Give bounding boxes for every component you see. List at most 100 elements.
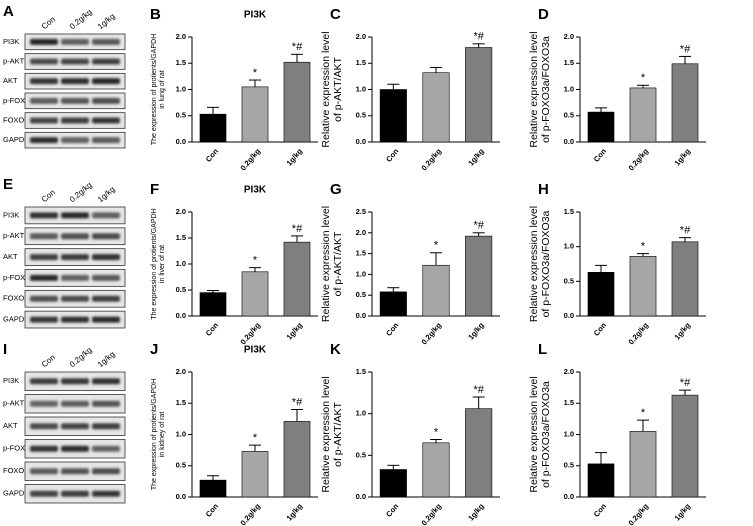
y-tick-label: 1.5: [356, 249, 366, 258]
x-tick-label: 0.2g/kg: [239, 320, 263, 346]
y-axis-label: Relative expression level: [528, 31, 540, 147]
bar: [629, 431, 657, 498]
y-axis-label: of p-AKT/AKT: [332, 57, 344, 122]
bar: [241, 86, 269, 143]
x-tick-label: Con: [204, 146, 221, 163]
band-label: FOXO3a: [3, 115, 33, 124]
y-tick-label: 2.0: [356, 32, 366, 41]
y-tick-label: 1.5: [356, 367, 366, 376]
band-label: PI3K: [3, 376, 19, 385]
error-bar: [472, 396, 485, 409]
blot-band: [30, 78, 58, 85]
significance-label: *#: [292, 41, 303, 53]
significance-label: *#: [473, 31, 484, 43]
blot-band: [61, 38, 89, 45]
blot-band: [61, 295, 89, 302]
y-axis-label: in liver of rat: [159, 245, 166, 283]
blot-band: [30, 233, 58, 240]
blot-band: [92, 233, 120, 240]
error-bar: [637, 419, 649, 432]
y-axis-label: of p-AKT/AKT: [332, 402, 344, 467]
panel-letter: K: [330, 341, 341, 358]
error-bar: [472, 43, 485, 48]
y-axis-label: Relative expression level: [528, 206, 540, 322]
lane-label: Con: [40, 188, 57, 204]
blot-band: [92, 38, 120, 45]
y-axis-label: The expression of protients/GAPDH: [151, 34, 158, 145]
y-tick-label: 0.0: [564, 492, 574, 501]
y-tick-label: 1.0: [356, 409, 366, 418]
y-tick-label: 0.0: [564, 311, 574, 320]
band-label: p-AKT: [3, 231, 25, 240]
x-tick-label: 0.2g/kg: [420, 146, 444, 172]
blot-band: [92, 274, 120, 281]
y-tick-label: 0.5: [176, 111, 186, 120]
blot-band: [61, 378, 89, 385]
significance-label: *#: [680, 225, 691, 237]
y-axis-label: The expression of protients/GAPDH: [151, 208, 158, 319]
blot-band: [30, 445, 58, 452]
bar: [465, 235, 493, 317]
error-bar: [595, 107, 607, 113]
lane-label: Con: [40, 15, 57, 31]
bar: [422, 442, 450, 498]
y-axis-label: Relative expression level: [320, 376, 332, 492]
x-tick-label: Con: [592, 146, 609, 163]
error-bar: [249, 79, 261, 87]
y-tick-label: 0.0: [176, 311, 186, 320]
y-axis-label: of p-FOXO3a/FOXO3a: [540, 36, 552, 143]
band-label: GAPDH: [3, 315, 30, 324]
chart-title: PI3K: [244, 10, 267, 21]
blot-band: [30, 295, 58, 302]
y-tick-label: 1.0: [356, 269, 366, 278]
bar: [241, 451, 269, 498]
y-tick-label: 1.5: [176, 398, 186, 407]
x-tick-label: 1g/kg: [466, 501, 486, 522]
error-bar: [249, 444, 261, 452]
x-tick-label: Con: [384, 501, 401, 518]
blot-band: [30, 38, 58, 45]
lane-label: 0.2g/kg: [68, 180, 94, 204]
blot-band: [92, 58, 120, 65]
y-tick-label: 1.5: [564, 207, 574, 216]
significance-label: *#: [473, 220, 484, 232]
y-tick-label: 2.0: [356, 228, 366, 237]
blot-band: [61, 58, 89, 65]
band-label: PI3K: [3, 210, 19, 219]
blot-band: [92, 445, 120, 452]
panel-letter: L: [538, 341, 547, 358]
error-bar: [207, 290, 219, 293]
blot-band: [30, 490, 58, 497]
error-bar: [430, 252, 442, 266]
bar: [379, 469, 407, 498]
y-tick-label: 0.5: [564, 276, 574, 285]
blot-band: [61, 400, 89, 407]
y-axis-label: in lung of rat: [159, 70, 166, 109]
blot-band: [92, 97, 120, 104]
bar: [465, 408, 493, 498]
y-axis-label: Relative expression level: [320, 206, 332, 322]
blot-band: [30, 423, 58, 430]
y-tick-label: 0.0: [176, 137, 186, 146]
lane-label: Con: [40, 353, 57, 369]
error-bar: [207, 475, 219, 481]
y-tick-label: 0.0: [356, 492, 366, 501]
error-bar: [637, 84, 649, 88]
x-tick-label: 1g/kg: [285, 320, 305, 341]
y-tick-label: 1.0: [564, 429, 574, 438]
blot-band: [92, 78, 120, 85]
x-tick-label: Con: [592, 320, 609, 337]
blot-band: [92, 295, 120, 302]
bar: [199, 292, 227, 317]
error-bar: [679, 55, 691, 64]
y-tick-label: 1.5: [564, 58, 574, 67]
blot-band: [61, 137, 89, 144]
error-bar: [387, 287, 400, 292]
error-bar: [387, 464, 400, 470]
significance-label: *: [434, 426, 439, 438]
panel-letter: A: [3, 3, 14, 20]
error-bar: [291, 53, 303, 63]
x-tick-label: 1g/kg: [673, 501, 693, 522]
bar: [422, 264, 450, 317]
